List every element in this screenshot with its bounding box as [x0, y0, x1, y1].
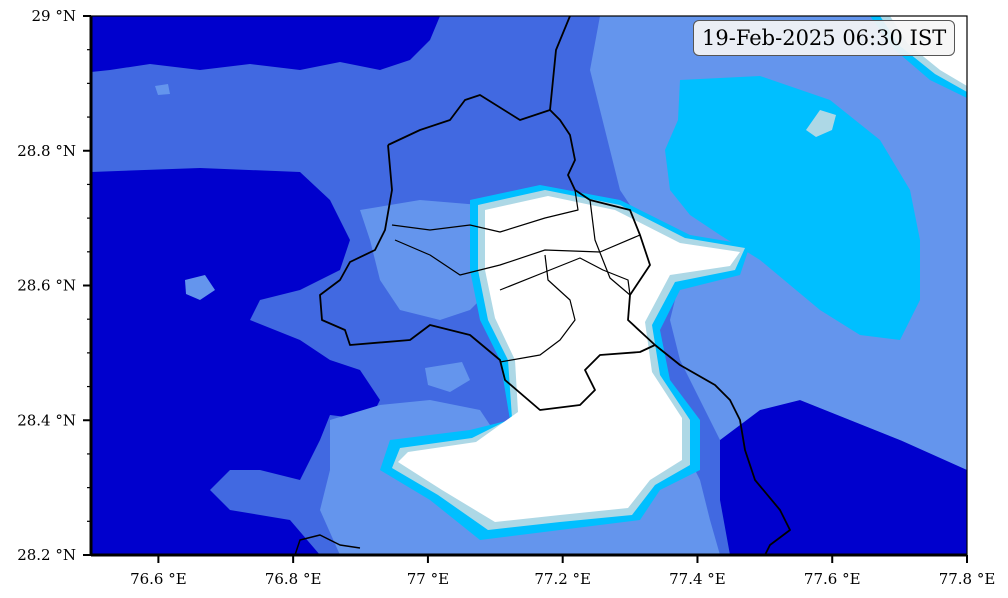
axis-tick-labels: 76.6 °E 76.8 °E 77 °E 77.2 °E 77.4 °E 77.6 °E…: [17, 7, 995, 588]
delhi-inner-sw: [499, 254, 576, 363]
x-tick-label: 77.6 °E: [804, 570, 861, 588]
contour-dark-southeast: [720, 400, 967, 555]
x-tick-label: 76.8 °E: [265, 570, 322, 588]
contour-light-ne-spot: [806, 110, 836, 137]
x-tick-label: 77.2 °E: [534, 570, 591, 588]
x-tick-label: 77.4 °E: [669, 570, 726, 588]
delhi-inner-north: [391, 189, 579, 233]
axis-ticks: [83, 15, 968, 563]
y-tick-label: 28.2 °N: [17, 546, 76, 564]
contour-clear-center: [398, 196, 740, 522]
delhi-inner-south: [499, 257, 631, 296]
contour-dark-west: [91, 168, 380, 555]
contour-field: [91, 16, 967, 555]
boundary-south-west: [294, 534, 361, 556]
x-tick-label: 77 °E: [407, 570, 449, 588]
contour-mid-speckle3: [425, 362, 470, 392]
y-tick-label: 29 °N: [32, 7, 76, 25]
district-boundaries: [294, 15, 791, 556]
y-tick-label: 28.6 °N: [17, 277, 76, 295]
contour-mid-speckle2: [155, 84, 170, 95]
contour-mid-speckle: [185, 275, 215, 300]
delhi-outline: [319, 94, 656, 411]
y-tick-label: 28.8 °N: [17, 142, 76, 160]
contour-dark-northwest: [91, 16, 440, 72]
x-tick-label: 76.6 °E: [130, 570, 187, 588]
delhi-inner-east: [589, 199, 631, 296]
contour-bright-northeast: [665, 76, 920, 340]
timestamp-label: 19-Feb-2025 06:30 IST: [693, 20, 956, 56]
y-tick-label: 28.4 °N: [17, 411, 76, 429]
x-tick-label: 77.8 °E: [939, 570, 996, 588]
